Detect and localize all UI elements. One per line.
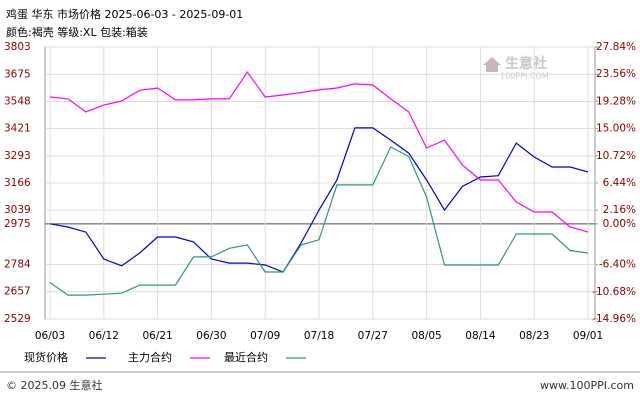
chart-subtitle: 颜色:褐壳 等级:XL 包装:箱装 (6, 25, 148, 39)
x-tick-label: 07/09 (250, 330, 280, 342)
y-tick-label: 2784 (4, 259, 31, 271)
y-tick-label: 3166 (4, 177, 31, 189)
y2-tick-label: 19.28% (596, 95, 636, 107)
watermark: 生意社 100PPI.COM (483, 55, 549, 81)
footer-text: © 2025.09 生意社 (6, 378, 102, 392)
chart-title: 鸡蛋 华东 市场价格 2025-06-03 - 2025-09-01 (6, 7, 243, 21)
x-tick-label: 08/14 (465, 330, 496, 342)
y-tick-label: 2975 (4, 218, 31, 230)
y2-tick-label: -10.68% (592, 286, 636, 298)
y-tick-label: 3421 (4, 123, 31, 135)
legend-label: 现货价格 (24, 350, 68, 364)
x-tick-label: 06/03 (35, 330, 65, 342)
y2-tick-label: 10.72% (596, 150, 636, 162)
y2-tick-label: 23.56% (596, 68, 636, 80)
y2-tick-label: 27.84% (596, 41, 636, 53)
legend-label: 最近合约 (224, 350, 268, 364)
x-tick-label: 06/30 (196, 330, 226, 342)
y-tick-label: 3548 (4, 95, 31, 107)
y2-tick-label: 2.16% (603, 204, 636, 216)
y-tick-label: 3293 (4, 150, 31, 162)
watermark-logo (483, 57, 501, 72)
x-tick-label: 07/18 (304, 330, 334, 342)
watermark-text: 生意社 (505, 55, 547, 72)
y-tick-label: 3675 (4, 68, 31, 80)
y2-tick-label: 0.00% (603, 218, 636, 230)
y2-tick-label: 6.44% (603, 177, 636, 189)
series-line (49, 146, 589, 296)
x-tick-label: 07/27 (358, 330, 388, 342)
watermark-sub: 100PPI.COM (500, 72, 549, 81)
y-tick-label: 3039 (4, 204, 31, 216)
website: www.100PPI.com (540, 379, 634, 392)
y2-tick-label: -14.96% (592, 313, 636, 325)
x-tick-label: 09/01 (573, 330, 603, 342)
y-tick-label: 2657 (4, 286, 31, 298)
x-tick-label: 08/23 (519, 330, 549, 342)
x-tick-label: 06/21 (142, 330, 172, 342)
series-line (49, 70, 589, 233)
x-tick-label: 08/05 (411, 330, 441, 342)
y2-tick-label: 15.00% (596, 123, 636, 135)
x-tick-label: 06/12 (89, 330, 119, 342)
legend-label: 主力合约 (128, 350, 172, 364)
y2-tick-label: -6.40% (599, 259, 636, 271)
y-tick-label: 3803 (4, 41, 31, 53)
y-tick-label: 2529 (4, 313, 31, 325)
series-line (49, 127, 589, 273)
